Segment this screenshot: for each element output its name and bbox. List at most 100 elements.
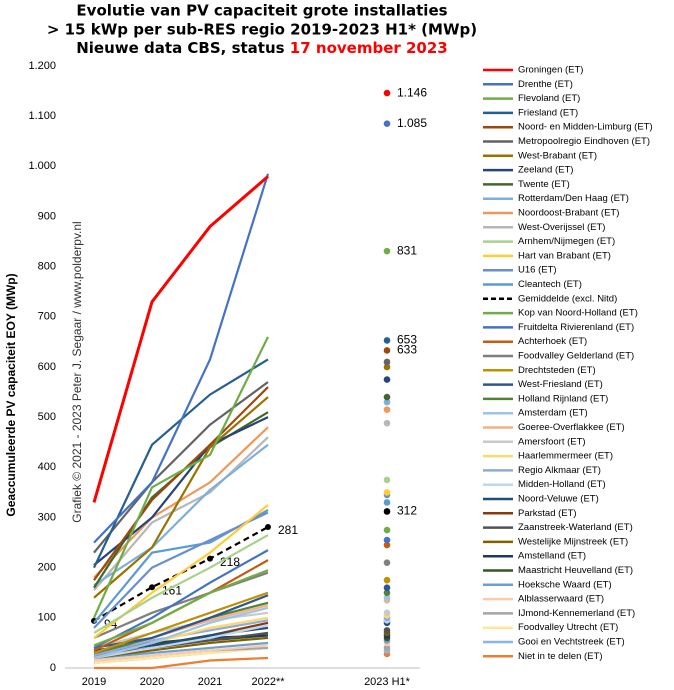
h1-dot [383, 576, 391, 584]
legend-label: Flevoland (ET) [518, 93, 580, 104]
data-label: 1.146 [397, 85, 427, 99]
legend-label: Gemiddelde (excl. Nitd) [518, 293, 617, 304]
legend-label: Friesland (ET) [518, 107, 578, 118]
series-line [92, 336, 269, 619]
series-line [93, 636, 269, 660]
legend-label: Cleantech (ET) [518, 279, 582, 290]
legend-label: Amsterdam (ET) [518, 408, 588, 419]
y-tick-label: 1.100 [28, 110, 56, 122]
h1-dot [383, 247, 391, 255]
series-line [93, 646, 269, 665]
h1-dot [383, 393, 391, 401]
h1-dot [383, 526, 391, 534]
series-line [92, 175, 269, 503]
series-line [93, 534, 269, 634]
legend-label: Zaanstreek-Waterland (ET) [518, 522, 633, 533]
series-line [93, 606, 269, 660]
h1-dot [383, 589, 391, 597]
series-line [93, 396, 269, 599]
h1-dot [383, 508, 391, 515]
legend-label: Regio Alkmaar (ET) [518, 465, 601, 476]
series-line [93, 381, 269, 554]
data-label: 281 [278, 523, 298, 537]
h1-dot [383, 584, 391, 592]
h1-dot [383, 536, 391, 544]
legend-label: Fruitdelta Rivierenland (ET) [518, 322, 634, 333]
data-label: 831 [397, 243, 417, 257]
legend-label: Amstelland (ET) [518, 551, 586, 562]
point [207, 555, 213, 562]
h1-dot [383, 363, 391, 371]
title-date: 17 november 2023 [290, 39, 448, 57]
legend-label: Noord-Veluwe (ET) [518, 494, 599, 505]
h1-dot [383, 644, 391, 652]
x-tick-label: 2019 [82, 676, 106, 688]
legend-label: Twente (ET) [518, 179, 570, 190]
h1-dot [383, 499, 391, 506]
data-label: 633 [397, 343, 417, 357]
legend-label: Amersfoort (ET) [518, 436, 586, 447]
legend-label: Holland Rijnland (ET) [518, 393, 608, 404]
y-tick-label: 400 [38, 461, 56, 473]
h1-dot [383, 594, 391, 602]
legend-label: Drechtsteden (ET) [518, 365, 596, 376]
legend-label: West-Friesland (ET) [518, 379, 603, 390]
legend-label: Gooi en Vechtstreek (ET) [518, 637, 625, 648]
h1-dot [383, 627, 391, 634]
h1-dot [383, 347, 391, 354]
y-tick-label: 0 [50, 662, 56, 674]
h1-dot [383, 489, 391, 496]
x-tick-label: 2021 [198, 676, 222, 688]
x-tick-label: 2022** [251, 676, 285, 688]
legend-label: Westelijke Mijnstreek (ET) [518, 536, 628, 547]
series-line [93, 436, 269, 591]
series-line [93, 549, 269, 649]
legend-label: West-Overijssel (ET) [518, 222, 605, 233]
h1-dot [383, 559, 391, 566]
h1-dot [383, 337, 391, 344]
h1-dot [383, 476, 391, 484]
legend-label: Zeeland (ET) [518, 165, 573, 176]
point [149, 584, 155, 591]
legend-label: Drenthe (ET) [518, 79, 573, 90]
y-tick-label: 800 [38, 261, 56, 273]
h1-dot [383, 120, 391, 127]
h1-dot [383, 541, 391, 549]
legend-label: Midden-Holland (ET) [518, 479, 606, 490]
y-axis-label: Geaccumuleerde PV capaciteit EOY (MWp) [4, 273, 18, 516]
data-label: 653 [397, 333, 417, 347]
legend-label: Noordoost-Brabant (ET) [518, 208, 619, 219]
legend-label: Foodvalley Gelderland (ET) [518, 351, 634, 362]
h1-dot [383, 419, 391, 427]
data-label: 312 [397, 504, 417, 518]
legend-label: Hoeksche Waard (ET) [518, 579, 612, 590]
series-line [93, 426, 269, 579]
legend-label: West-Brabant (ET) [518, 150, 597, 161]
legend-label: Achterhoek (ET) [518, 336, 587, 347]
chart-title: > 15 kWp per sub-RES regio 2019-2023 H1*… [47, 21, 477, 39]
series-line [93, 624, 269, 660]
series-line [93, 571, 269, 639]
h1-dot [383, 406, 391, 413]
title-part: Nieuwe data CBS, status [76, 39, 290, 57]
series-line [93, 569, 269, 647]
h1-dot [383, 89, 391, 97]
legend-label: Parkstad (ET) [518, 508, 577, 519]
y-tick-label: 600 [38, 361, 56, 373]
legend-label: IJmond-Kennemerland (ET) [518, 608, 635, 619]
series-line [93, 611, 269, 649]
y-tick-label: 900 [38, 210, 56, 222]
y-tick-label: 1.200 [28, 60, 56, 72]
legend-label: Alblasserwaard (ET) [518, 594, 604, 605]
series-line [93, 526, 269, 622]
data-label: 161 [162, 583, 182, 597]
legend-label: Maastricht Heuvelland (ET) [518, 565, 633, 576]
series-line [93, 173, 270, 544]
y-tick-label: 100 [38, 612, 56, 624]
h1-dot [383, 609, 391, 617]
legend-label: Niet in te delen (ET) [518, 651, 602, 662]
chart-title: Nieuwe data CBS, status 17 november 2023 [76, 39, 448, 57]
x-tick-label: 2023 H1* [364, 676, 411, 688]
legend-label: Kop van Noord-Holland (ET) [518, 308, 638, 319]
